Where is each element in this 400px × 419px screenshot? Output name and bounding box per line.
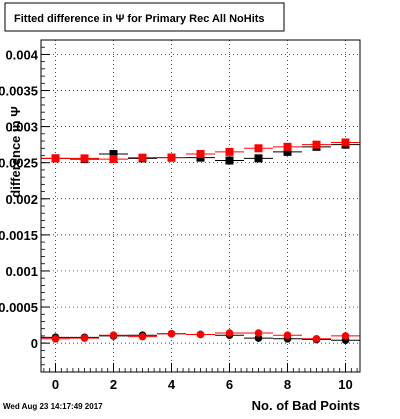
y-tick-label: 0.0015 bbox=[0, 228, 38, 243]
data-point bbox=[283, 142, 292, 151]
data-point bbox=[109, 155, 118, 164]
data-point bbox=[109, 331, 118, 339]
data-point bbox=[138, 332, 147, 341]
y-axis-label: difference in Ψ bbox=[8, 106, 23, 197]
data-point bbox=[80, 334, 89, 342]
data-point bbox=[254, 144, 263, 153]
data-point bbox=[225, 147, 234, 156]
x-tick-label: 2 bbox=[110, 377, 117, 392]
x-tick-label: 10 bbox=[338, 377, 352, 392]
data-point bbox=[51, 335, 60, 343]
data-point bbox=[225, 329, 234, 337]
data-point bbox=[312, 335, 321, 343]
timestamp: Wed Aug 23 14:17:49 2017 bbox=[3, 402, 103, 411]
chart-title: Fitted difference in Ψ for Primary Rec A… bbox=[14, 13, 265, 25]
y-tick-label: 0 bbox=[31, 336, 38, 351]
data-point bbox=[80, 154, 89, 163]
x-tick-label: 0 bbox=[52, 377, 59, 392]
x-tick-label: 6 bbox=[226, 377, 233, 392]
data-point bbox=[109, 150, 118, 159]
data-point bbox=[167, 329, 176, 338]
series-layer bbox=[41, 138, 360, 345]
data-point bbox=[167, 153, 176, 162]
data-point bbox=[312, 140, 321, 149]
data-point bbox=[254, 154, 263, 163]
title-rect bbox=[4, 2, 285, 32]
data-point bbox=[341, 332, 350, 340]
data-point bbox=[254, 329, 263, 337]
title-box: Fitted difference in Ψ for Primary Rec A… bbox=[4, 2, 285, 32]
y-tick-label: 0.002 bbox=[5, 192, 38, 207]
x-axis-label: No. of Bad Points bbox=[252, 398, 360, 413]
y-tick-label: 0.0025 bbox=[0, 156, 38, 171]
x-tick-label: 4 bbox=[168, 377, 176, 392]
y-tick-label: 0.0035 bbox=[0, 84, 38, 99]
data-point bbox=[225, 156, 234, 165]
series-3 bbox=[41, 329, 360, 343]
y-tick-label: 0.0005 bbox=[0, 300, 38, 315]
x-tick-label: 8 bbox=[284, 377, 291, 392]
data-point bbox=[138, 153, 147, 162]
data-point bbox=[341, 138, 350, 147]
data-point bbox=[196, 330, 205, 339]
y-tick-label: 0.004 bbox=[5, 47, 38, 62]
plot-frame bbox=[40, 39, 361, 373]
data-point bbox=[51, 154, 60, 163]
y-tick-label: 0.003 bbox=[5, 120, 38, 135]
y-tick-label: 0.001 bbox=[5, 264, 38, 279]
axis-layer: 0 2 4 6 8 10 0 0.0005 0.001 0.0015 0.002 0.0025 0.00… bbox=[0, 39, 358, 392]
series-1 bbox=[41, 138, 360, 164]
data-point bbox=[196, 150, 205, 159]
data-point bbox=[283, 147, 292, 156]
data-point bbox=[283, 331, 292, 339]
grid-layer bbox=[41, 40, 360, 372]
